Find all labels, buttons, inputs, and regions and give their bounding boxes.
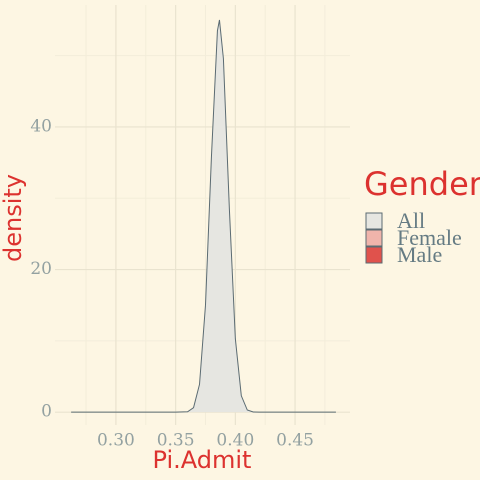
- x-tick-label: 0.35: [157, 431, 195, 451]
- legend-key: [365, 229, 383, 247]
- y-tick-label: 0: [41, 402, 52, 422]
- y-axis-title: density: [0, 174, 27, 262]
- legend-label: All: [397, 208, 425, 233]
- y-tick-label: 20: [30, 259, 52, 279]
- x-tick-label: 0.40: [216, 431, 254, 451]
- x-axis-title: Pi.Admit: [153, 446, 252, 474]
- x-tick-label: 0.30: [97, 431, 135, 451]
- x-tick-label: 0.45: [276, 431, 314, 451]
- legend-key: [365, 212, 383, 230]
- y-tick-label: 40: [30, 116, 52, 136]
- legend-key: [365, 246, 383, 264]
- legend-label: Female: [397, 225, 462, 250]
- legend-label: Male: [397, 242, 442, 267]
- legend-title: Gender: [364, 165, 480, 203]
- density-line: [71, 19, 336, 413]
